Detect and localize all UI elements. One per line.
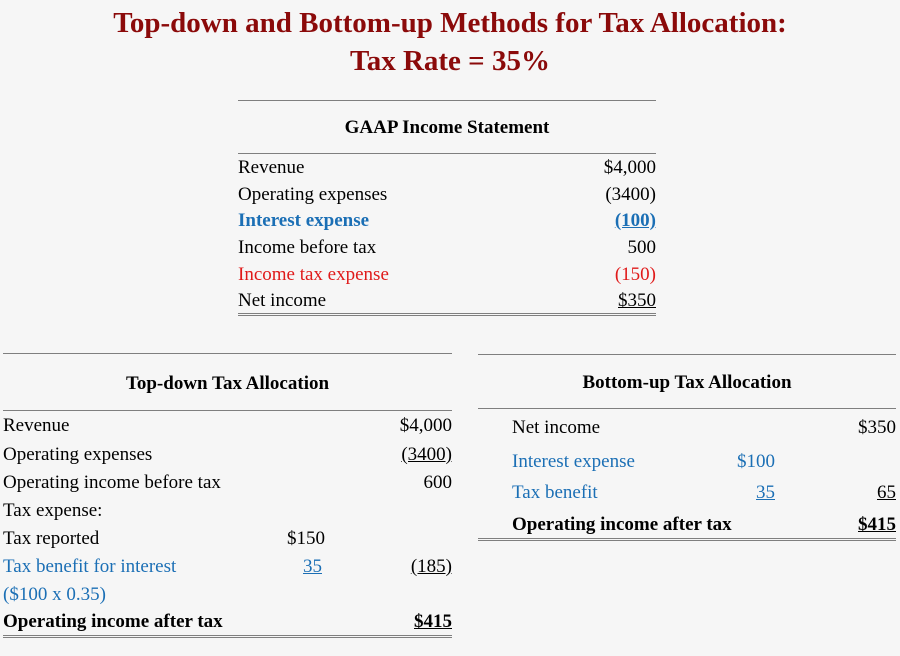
bottomup-bottom-rule: [478, 538, 896, 541]
topdown-row-value: (185): [410, 556, 452, 577]
topdown-row-label: Operating income before tax: [3, 472, 221, 493]
gaap-row-value: (150): [614, 264, 656, 285]
gaap-row-value: 500: [627, 237, 657, 258]
gaap-row-value: (3400): [605, 184, 656, 205]
topdown-row-label: ($100 x 0.35): [3, 584, 106, 605]
topdown-heading: Top-down Tax Allocation: [125, 373, 330, 394]
gaap-top-rule: [238, 100, 656, 101]
topdown-top-rule: [3, 353, 452, 354]
gaap-row-value: $4,000: [603, 157, 656, 178]
bottomup-row-interest-expense: Interest expense $100: [512, 450, 896, 474]
gaap-row-label: Income before tax: [238, 237, 377, 258]
page-title-line2: Tax Rate = 35%: [350, 45, 550, 77]
topdown-bottom-rule: [3, 635, 452, 638]
gaap-heading-rule: [238, 153, 656, 154]
topdown-row-mid-value: 35: [303, 556, 322, 577]
topdown-row-interest-formula: ($100 x 0.35): [3, 583, 452, 607]
gaap-row-label: Interest expense: [238, 210, 370, 231]
topdown-row-tax-benefit-for-interest: Tax benefit for interest 35 (185): [3, 555, 452, 579]
topdown-row-revenue: Revenue $4,000: [3, 414, 452, 438]
bottomup-row-tax-benefit: Tax benefit 35 65: [512, 481, 896, 505]
topdown-row-label: Tax benefit for interest: [3, 556, 177, 577]
gaap-heading: GAAP Income Statement: [344, 117, 550, 138]
topdown-row-operating-expenses: Operating expenses (3400): [3, 443, 452, 467]
topdown-row-value: $4,000: [399, 415, 452, 436]
topdown-row-operating-income-before-tax: Operating income before tax 600: [3, 471, 452, 495]
gaap-row-income-before-tax: Income before tax 500: [238, 236, 656, 260]
gaap-row-label: Operating expenses: [238, 184, 388, 205]
topdown-row-label: Tax expense:: [3, 500, 103, 521]
topdown-row-mid-value: $150: [287, 528, 325, 549]
bottomup-row-operating-income-after-tax: Operating income after tax $415: [512, 513, 896, 537]
topdown-row-value: $415: [414, 611, 452, 632]
topdown-row-tax-reported: Tax reported $150: [3, 527, 452, 551]
bottomup-row-mid-value: $100: [737, 451, 775, 472]
bottomup-row-net-income: Net income $350: [512, 416, 896, 440]
gaap-row-interest-expense: Interest expense (100): [238, 209, 656, 233]
topdown-row-label: Tax reported: [3, 528, 100, 549]
topdown-row-value: 600: [423, 472, 453, 493]
gaap-row-operating-expenses: Operating expenses (3400): [238, 183, 656, 207]
bottomup-row-mid-value: 35: [756, 482, 775, 503]
bottomup-heading: Bottom-up Tax Allocation: [582, 372, 792, 393]
bottomup-row-value: $350: [858, 417, 896, 438]
topdown-row-label: Revenue: [3, 415, 70, 436]
gaap-row-value: (100): [614, 210, 656, 231]
topdown-heading-rule: [3, 410, 452, 411]
bottomup-row-label: Tax benefit: [512, 482, 598, 503]
bottomup-row-value: $415: [858, 514, 896, 535]
page-title-line1: Top-down and Bottom-up Methods for Tax A…: [113, 7, 787, 39]
topdown-row-label: Operating income after tax: [3, 611, 223, 632]
gaap-row-value: $350: [618, 290, 656, 311]
gaap-row-revenue: Revenue $4,000: [238, 156, 656, 180]
topdown-row-tax-expense: Tax expense:: [3, 499, 452, 523]
gaap-row-label: Revenue: [238, 157, 305, 178]
gaap-row-label: Income tax expense: [238, 264, 389, 285]
bottomup-row-label: Operating income after tax: [512, 514, 732, 535]
topdown-row-label: Operating expenses: [3, 444, 153, 465]
gaap-row-label: Net income: [238, 290, 327, 311]
bottomup-row-value: 65: [877, 482, 896, 503]
bottomup-top-rule: [478, 354, 896, 355]
gaap-row-net-income: Net income $350: [238, 289, 656, 313]
bottomup-row-label: Interest expense: [512, 451, 635, 472]
gaap-row-income-tax-expense: Income tax expense (150): [238, 263, 656, 287]
bottomup-row-label: Net income: [512, 417, 601, 438]
bottomup-heading-rule: [478, 408, 896, 409]
topdown-row-value: (3400): [401, 444, 452, 465]
gaap-bottom-rule: [238, 313, 656, 316]
topdown-row-operating-income-after-tax: Operating income after tax $415: [3, 610, 452, 634]
